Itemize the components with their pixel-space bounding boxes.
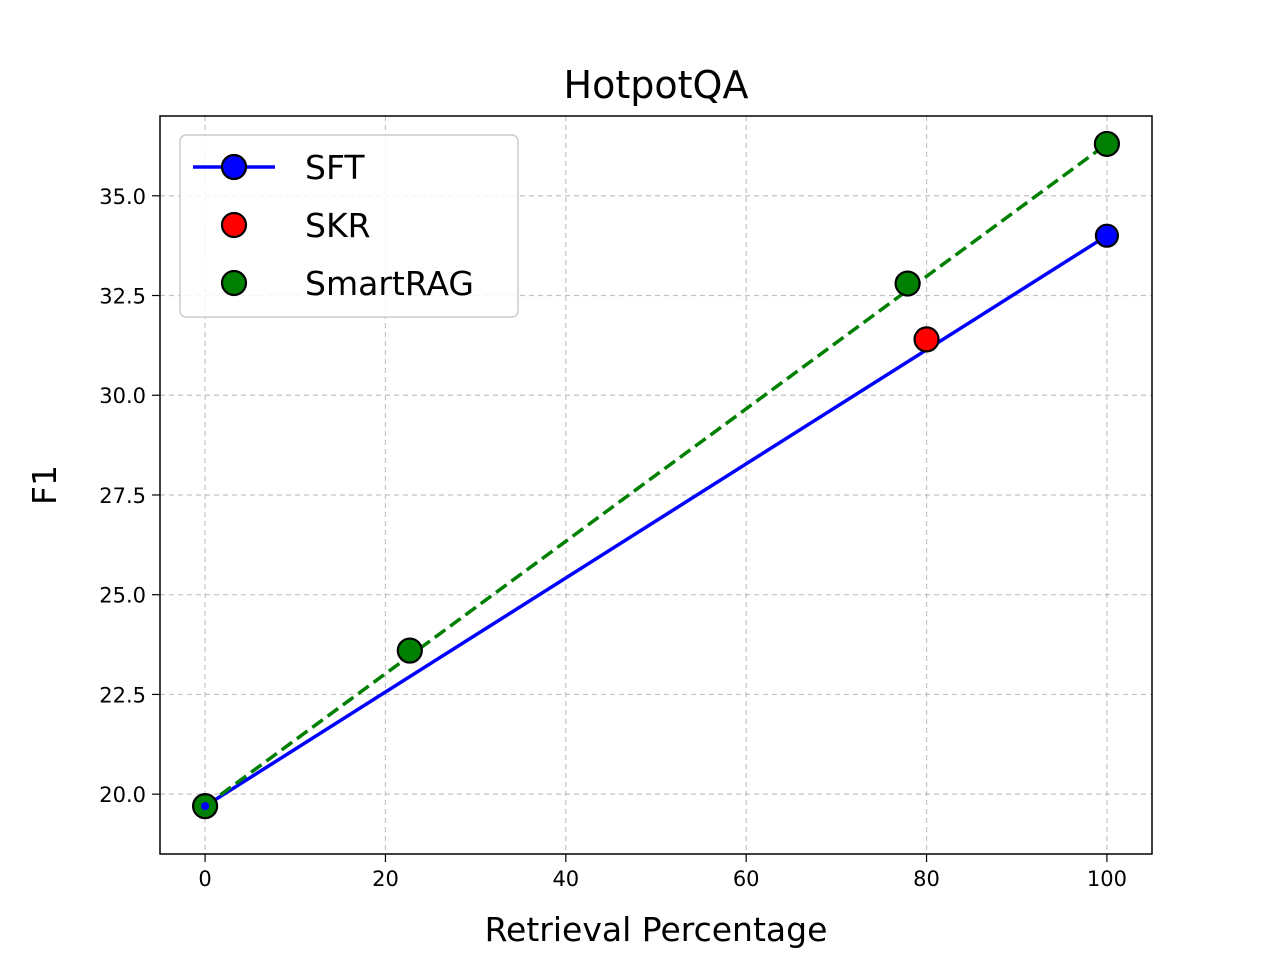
sft-point [1094,223,1120,248]
axis-ticks: 0 20 40 60 80 100 20.0 22.5 25.0 27.5 30.0 32.5 35.0 [99,185,1127,891]
x-tick-label: 40 [552,867,579,891]
y-tick-label: 35.0 [99,185,146,209]
y-tick-label: 25.0 [99,584,146,608]
chart-title: HotpotQA [564,63,749,107]
smartrag-point [894,270,921,297]
x-tick-label: 20 [372,867,399,891]
x-axis-label: Retrieval Percentage [485,910,828,949]
x-tick-label: 100 [1087,867,1127,891]
y-tick-label: 32.5 [99,285,146,309]
smartrag-point [1093,130,1121,158]
smartrag-point [396,637,423,664]
y-tick-label: 22.5 [99,683,146,707]
skr-point [913,326,940,353]
sft-series-line [204,234,1108,808]
legend-marker-skr [220,211,248,239]
legend-label-smartrag: SmartRAG [305,264,474,303]
x-tick-label: 0 [198,867,211,891]
legend: SFT SKR SmartRAG [179,134,519,318]
smartrag-trend-line [204,142,1108,808]
legend-marker-sft [220,153,248,181]
y-tick-label: 30.0 [99,384,146,408]
plot-area [191,130,1121,820]
legend-label-skr: SKR [305,206,371,245]
legend-label-sft: SFT [305,148,365,187]
legend-marker-smartrag [220,269,248,297]
x-tick-label: 80 [913,867,940,891]
y-tick-label: 27.5 [99,484,146,508]
x-tick-label: 60 [733,867,760,891]
legend-box [179,134,519,318]
y-tick-label: 20.0 [99,783,146,807]
axes-frame [159,115,1153,855]
sft-point-core [201,802,210,811]
y-axis-label: F1 [25,465,64,505]
